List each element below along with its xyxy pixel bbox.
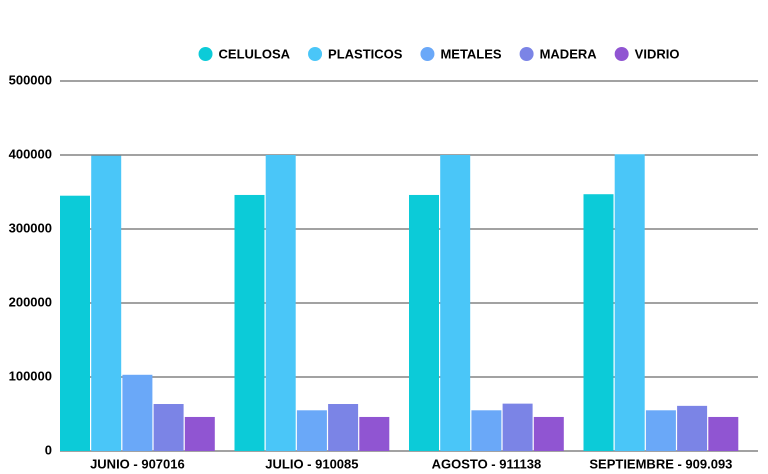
bar — [708, 416, 739, 451]
x-tick-label: SEPTIEMBRE - 909.093 — [589, 456, 732, 471]
bar — [122, 374, 153, 451]
bar — [471, 410, 502, 451]
bar — [409, 194, 439, 451]
legend-label: METALES — [440, 46, 501, 61]
x-tick-label: AGOSTO - 911138 — [432, 456, 542, 471]
bar — [296, 410, 327, 451]
legend-label: VIDRIO — [635, 46, 680, 61]
bar — [583, 194, 614, 451]
legend-label: CELULOSA — [219, 46, 291, 61]
legend-marker — [308, 47, 323, 61]
bar — [677, 405, 708, 451]
y-tick-label: 300000 — [9, 220, 52, 235]
bar — [265, 155, 296, 451]
bar — [502, 403, 533, 451]
bar — [533, 416, 564, 451]
legend-marker — [198, 47, 213, 61]
legend-marker — [519, 47, 534, 61]
bar — [184, 416, 215, 451]
bar — [645, 410, 676, 451]
y-tick-label: 0 — [45, 442, 52, 457]
bar — [614, 154, 645, 451]
y-tick-label: 200000 — [9, 294, 52, 309]
x-tick-label: JUNIO - 907016 — [90, 456, 185, 471]
legend-label: PLASTICOS — [328, 46, 403, 61]
bar — [60, 195, 90, 451]
bar — [153, 404, 184, 451]
y-tick-label: 400000 — [9, 146, 52, 161]
y-tick-label: 100000 — [9, 368, 52, 383]
y-tick-label: 500000 — [9, 72, 52, 87]
bar — [359, 416, 390, 451]
bar — [328, 404, 359, 451]
legend-marker — [420, 47, 435, 61]
legend-label: MADERA — [540, 46, 598, 61]
x-tick-label: JULIO - 910085 — [265, 456, 358, 471]
legend-marker — [614, 47, 629, 61]
bar — [440, 155, 471, 451]
bar — [91, 155, 122, 452]
bar — [234, 194, 265, 451]
